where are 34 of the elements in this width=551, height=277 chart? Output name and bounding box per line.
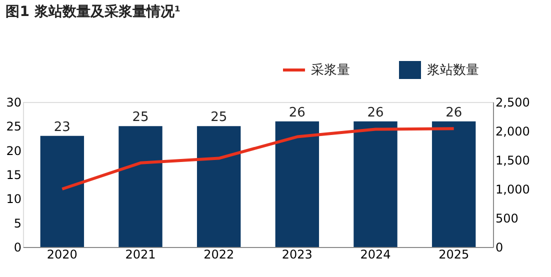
bar	[196, 126, 241, 247]
y2-tick-label: 1,500	[496, 154, 530, 168]
x-tick-label: 2023	[282, 248, 312, 262]
y2-tick-label: 2,000	[496, 124, 530, 138]
y-tick-label: 15	[6, 168, 22, 182]
y2-tick-label: 500	[496, 212, 518, 226]
y2-tick-label: 1,000	[496, 182, 530, 196]
chart-title: 图1 浆站数量及采浆量情况¹	[6, 4, 180, 20]
y-tick-label: 5	[14, 216, 22, 230]
data-label: 25	[132, 110, 149, 126]
bar	[432, 121, 476, 247]
x-tick-label: 2022	[204, 248, 234, 262]
y-tick-label: 25	[6, 120, 22, 134]
bar	[118, 126, 162, 247]
data-label: 26	[288, 105, 306, 120]
y-tick-label: 10	[6, 192, 22, 206]
legend-label: 浆站数量	[427, 63, 479, 78]
data-label: 26	[446, 105, 462, 120]
y-tick-label: 30	[6, 96, 22, 110]
legend-label: 采浆量	[311, 63, 350, 78]
bar	[40, 136, 84, 247]
y2-tick-label: 0	[496, 240, 504, 254]
data-label: 26	[367, 105, 384, 120]
bar	[275, 121, 320, 247]
x-tick-label: 2021	[125, 248, 156, 262]
y-tick-label: 0	[14, 240, 22, 254]
y-tick-label: 20	[6, 144, 22, 158]
x-tick-label: 2020	[46, 248, 78, 262]
data-label: 25	[210, 110, 228, 126]
bar	[354, 121, 398, 247]
x-tick-label: 2024	[360, 248, 391, 262]
y2-tick-label: 2,500	[496, 96, 530, 110]
data-label: 23	[54, 120, 70, 135]
x-tick-label: 2025	[438, 248, 470, 262]
